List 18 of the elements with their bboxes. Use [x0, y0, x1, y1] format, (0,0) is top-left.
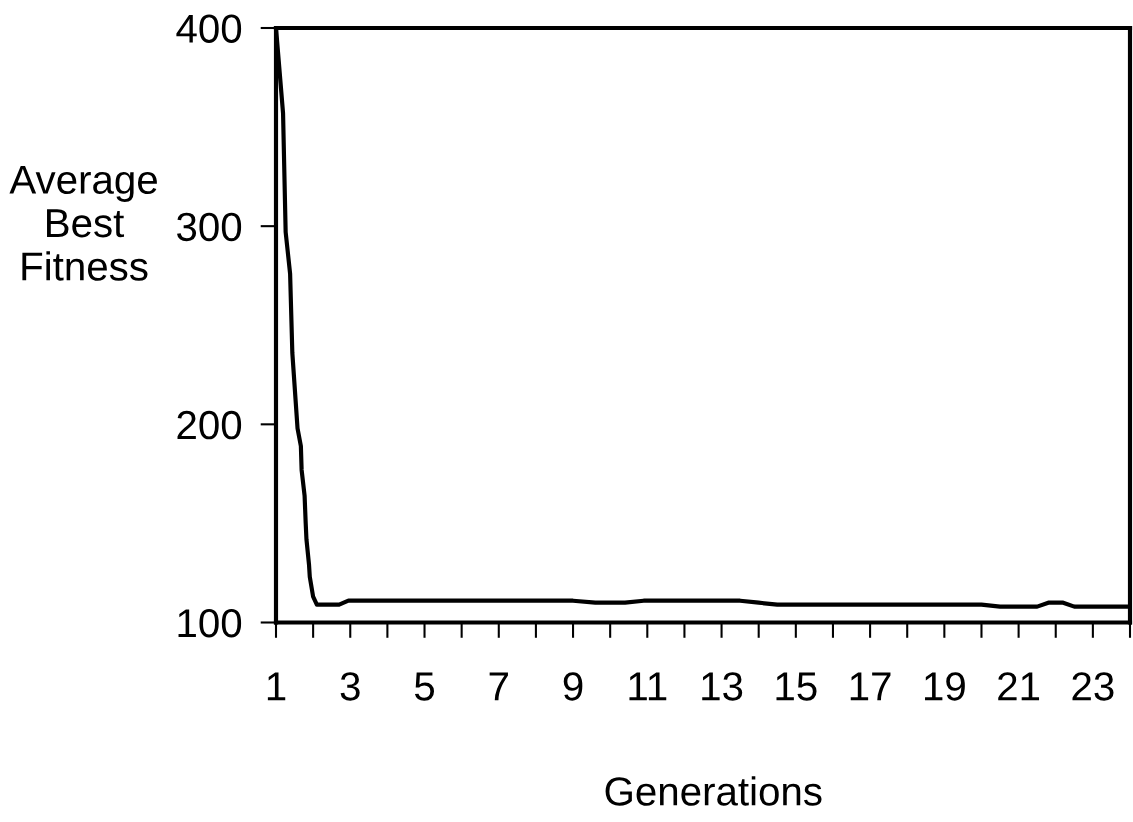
y-axis-title: Average Best Fitness: [9, 165, 157, 281]
x-tick-label: 17: [850, 672, 891, 701]
y-tick-label: 400: [176, 14, 242, 43]
y-tick-label: 300: [177, 212, 242, 242]
x-tick-label: 15: [776, 672, 817, 701]
x-tick-label: 7: [489, 672, 508, 701]
x-tick-label: 13: [702, 672, 743, 701]
y-tick-label: 100: [178, 608, 242, 638]
x-tick-label: 1: [267, 672, 286, 701]
x-tick-label: 3: [340, 672, 360, 701]
x-tick-label: 9: [563, 672, 583, 701]
x-axis-title: Generations: [605, 776, 822, 806]
x-tick-label: 5: [414, 672, 435, 701]
x-tick-label: 23: [1072, 672, 1114, 701]
y-tick-label: 200: [177, 410, 242, 440]
x-tick-label: 11: [629, 672, 667, 701]
x-tick-label: 19: [925, 672, 965, 701]
x-tick-label: 21: [998, 672, 1040, 701]
